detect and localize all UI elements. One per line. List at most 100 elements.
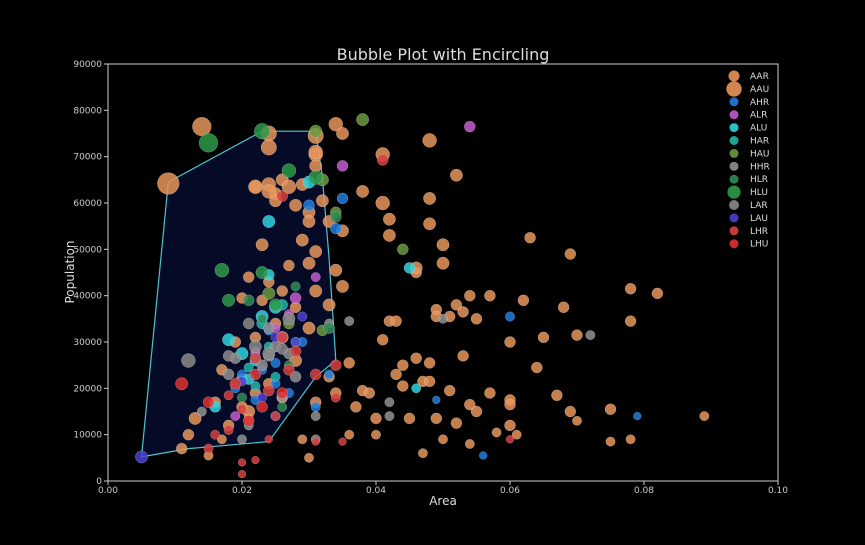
data-point [222, 350, 235, 362]
data-point [464, 438, 475, 449]
legend-marker [729, 148, 739, 158]
data-point [310, 411, 321, 422]
data-point [188, 411, 202, 425]
data-point [216, 434, 227, 445]
data-point [370, 412, 382, 425]
data-point [309, 159, 323, 173]
legend-item-hau: HAU [729, 148, 770, 159]
data-point [256, 401, 268, 413]
y-tick-label: 80000 [73, 106, 102, 116]
data-point [237, 458, 247, 467]
data-point [390, 315, 402, 327]
data-point [430, 412, 443, 425]
data-point [624, 282, 637, 295]
data-point [397, 243, 409, 256]
data-point [457, 350, 469, 362]
data-point [214, 262, 230, 278]
data-point [222, 293, 236, 307]
data-point [277, 401, 288, 412]
data-point [270, 357, 281, 368]
data-point [237, 434, 247, 445]
data-point [323, 322, 335, 334]
data-point [182, 428, 195, 441]
legend-marker [729, 213, 739, 223]
data-point [330, 222, 342, 235]
data-point [198, 133, 219, 153]
ticks-layer: 0.00 0.02 0.04 0.06 0.08 0.10 0 10000 20000 30000… [73, 60, 788, 496]
data-point [289, 371, 302, 383]
data-point [403, 412, 416, 425]
data-point [564, 405, 577, 418]
data-point [336, 192, 349, 205]
data-point [261, 184, 277, 199]
data-point [270, 371, 281, 382]
data-point [356, 113, 370, 127]
data-point [423, 217, 437, 231]
data-point [304, 452, 314, 463]
data-point [289, 345, 302, 358]
data-point [290, 337, 301, 347]
y-tick-label: 90000 [73, 60, 102, 70]
data-point [464, 289, 476, 302]
legend-item-hlr: HLR [729, 174, 768, 185]
data-point [302, 256, 316, 270]
plot-frame [107, 63, 779, 482]
legend-marker [729, 123, 739, 133]
legend-marker [726, 81, 742, 97]
legend-item-aau: AAU [726, 81, 769, 97]
data-point [264, 435, 273, 444]
data-point [295, 233, 309, 247]
data-point [470, 313, 483, 325]
legend-label: LHU [750, 240, 768, 250]
legend-item-lar: LAR [729, 200, 768, 211]
data-point [328, 116, 344, 132]
data-point [210, 429, 221, 440]
data-point [484, 289, 496, 302]
data-point [242, 415, 255, 427]
data-point [436, 238, 450, 252]
data-point [290, 281, 301, 292]
data-point [423, 375, 436, 388]
x-tick-label: 0.10 [768, 486, 788, 496]
data-point [276, 331, 288, 344]
data-point [309, 245, 323, 259]
data-point [311, 437, 320, 446]
data-point [457, 306, 469, 318]
data-point [376, 154, 389, 166]
legend-label: HHR [750, 162, 770, 172]
data-point [263, 384, 275, 397]
data-point [411, 383, 422, 394]
x-tick-label: 0.08 [634, 486, 654, 496]
data-point [479, 451, 488, 460]
y-tick-label: 40000 [73, 292, 102, 302]
data-point [302, 321, 316, 335]
data-point [302, 215, 316, 228]
data-point [243, 362, 254, 373]
legend-marker [729, 136, 739, 145]
legend-item-alr: ALR [729, 110, 767, 121]
x-tick-label: 0.04 [366, 486, 386, 496]
data-point [283, 364, 295, 376]
data-point [585, 330, 596, 341]
data-point [343, 357, 355, 369]
data-point [491, 427, 502, 438]
series-lhr [203, 154, 515, 479]
data-point [297, 434, 308, 445]
data-point [256, 359, 268, 371]
legend-item-alu: ALU [729, 123, 767, 134]
data-point [249, 368, 262, 381]
y-tick-label: 0 [96, 477, 102, 487]
legend-marker [728, 70, 740, 82]
data-point [572, 415, 582, 426]
data-point [229, 377, 242, 390]
data-point [309, 368, 322, 381]
data-point [470, 405, 483, 418]
data-point [511, 429, 522, 440]
legend-marker [729, 174, 739, 184]
data-point [181, 353, 196, 368]
data-point [276, 387, 288, 399]
data-point [423, 191, 437, 205]
legend-item-lhu: LHU [729, 239, 768, 250]
data-point [524, 231, 536, 244]
data-point [464, 398, 476, 411]
